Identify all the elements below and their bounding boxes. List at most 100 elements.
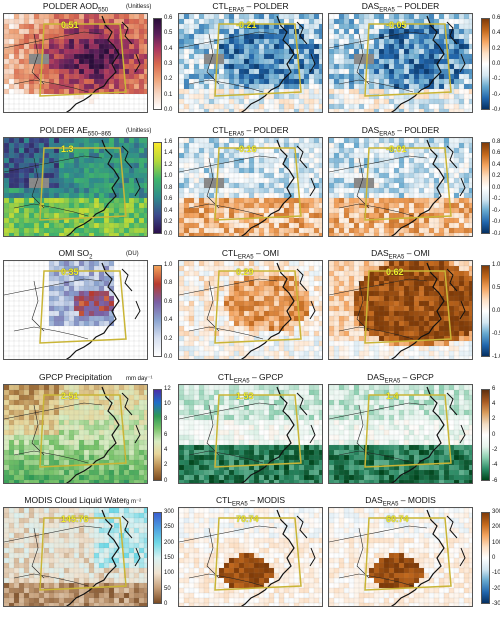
colorbar-abs-3 [153, 388, 162, 481]
colorbar-tick: -0.6 [492, 107, 500, 113]
colorbar-tick: 100 [164, 570, 175, 577]
map-panel-3-1: CTLERA5 – GPCP 1.53 [178, 371, 323, 485]
region-mean-value: -0.01 [386, 143, 407, 154]
colorbar-tick: 0.4 [492, 161, 500, 168]
colorbar-diff-2 [481, 265, 490, 357]
map-image [178, 13, 323, 113]
panel-title: DASERA5 – GPCP [367, 371, 434, 385]
region-mean-value: 70.74 [236, 514, 259, 524]
colorbar-tick: 6 [492, 385, 496, 392]
map-panel-3-0: GPCP Precipitation 2.51 [3, 371, 148, 485]
colorbar-abs-1 [153, 141, 162, 234]
colorbar-tick: 0.6 [492, 150, 500, 156]
colorbar-unit: mm day⁻¹ [126, 375, 153, 382]
region-mean-value: 1.4 [386, 390, 399, 401]
map-panel-3-2: DASERA5 – GPCP 1.4 [328, 371, 473, 485]
panel-title: CTLERA5 – OMI [221, 248, 280, 261]
colorbar-tick: -200 [492, 585, 500, 592]
panel-title: CTLERA5 – POLDER [212, 124, 289, 138]
map-panel-1-2: DASERA5 – POLDER -0.01 [328, 124, 473, 238]
colorbar-tick: 0.2 [492, 45, 500, 52]
colorbar-tick: 250 [164, 524, 175, 531]
colorbar-tick: 0 [164, 477, 168, 484]
region-mean-value: -0.21 [236, 20, 257, 30]
colorbar-diff-0 [481, 18, 490, 110]
colorbar-tick: -0.4 [492, 207, 500, 214]
colorbar-tick: 0 [492, 431, 496, 438]
region-mean-value: 0.62 [386, 267, 404, 277]
map-image [178, 136, 323, 237]
colorbar-tick: 0.0 [164, 107, 173, 113]
colorbar-tick: 0.2 [164, 219, 173, 225]
colorbar-tick: 0.4 [164, 317, 173, 324]
colorbar-abs-4 [153, 512, 162, 604]
region-mean-value: 1.3 [61, 143, 74, 154]
colorbar-tick: -100 [492, 570, 500, 577]
map-image [328, 136, 473, 237]
panel-title: GPCP Precipitation [38, 371, 113, 382]
colorbar-tick: 2 [164, 462, 168, 469]
colorbar-tick: 0.0 [164, 230, 173, 237]
map-image [178, 507, 323, 607]
map-panel-0-0: POLDER AOD550 0.51 [3, 0, 148, 114]
colorbar-tick: 200 [492, 524, 500, 531]
map-image [328, 383, 473, 484]
map-image [3, 260, 148, 360]
map-panel-4-1: CTLERA5 – MODIS 70.74 [178, 494, 323, 608]
panel-title: DASERA5 – OMI [371, 248, 430, 261]
colorbar-tick: -2 [492, 446, 498, 453]
colorbar-tick: 4 [492, 400, 496, 407]
colorbar-tick: 2 [492, 416, 496, 423]
colorbar-diff-4 [481, 512, 490, 604]
panel-title: DASERA5 – POLDER [361, 124, 440, 138]
colorbar-tick: -0.5 [492, 331, 500, 337]
colorbar-tick: -300 [492, 601, 500, 607]
colorbar-tick: 1.0 [492, 262, 500, 268]
colorbar-tick: 0.2 [164, 335, 173, 342]
colorbar-tick: 0.0 [492, 308, 500, 314]
colorbar-diff-3 [481, 388, 490, 481]
map-panel-1-1: CTLERA5 – POLDER -0.16 [178, 124, 323, 238]
panel-title: POLDER AOD550 [42, 1, 109, 14]
colorbar-tick: 0.8 [492, 138, 500, 145]
map-panel-0-1: CTLERA5 – POLDER -0.21 [178, 0, 323, 114]
panel-title: DASERA5 – MODIS [365, 495, 436, 508]
colorbar-tick: 0.0 [164, 354, 173, 360]
colorbar-tick: 0.6 [164, 15, 173, 21]
colorbar-tick: 0.2 [492, 173, 500, 179]
map-image [178, 383, 323, 484]
map-image [3, 136, 148, 237]
colorbar-tick: -1.0 [492, 354, 500, 360]
map-panel-4-2: DASERA5 – MODIS 60.74 [328, 494, 473, 608]
colorbar-tick: 100 [492, 539, 500, 546]
panel-title: DASERA5 – POLDER [361, 1, 440, 14]
colorbar-tick: 1.4 [164, 150, 173, 156]
colorbar-tick: -4 [492, 462, 498, 469]
colorbar-tick: 4 [164, 446, 168, 453]
colorbar-abs-2 [153, 265, 162, 357]
colorbar-unit: (DU) [126, 251, 139, 257]
colorbar-tick: 0.4 [164, 45, 173, 52]
colorbar-tick: 0 [164, 601, 168, 607]
colorbar-tick: 0.5 [164, 30, 173, 37]
colorbar-tick: 10 [164, 400, 171, 407]
colorbar-tick: 0.3 [164, 61, 173, 67]
colorbar-tick: 50 [164, 585, 171, 592]
panel-title: CTLERA5 – MODIS [215, 495, 286, 508]
colorbar-tick: 0.6 [164, 196, 173, 202]
map-panel-2-0: OMI SO2 0.35 [3, 247, 148, 361]
colorbar-tick: -0.2 [492, 76, 500, 83]
colorbar-tick: -6 [492, 477, 498, 484]
region-mean-value: -0.16 [236, 143, 257, 154]
region-mean-value: -0.05 [386, 20, 407, 30]
panel-title: MODIS Cloud Liquid Water [24, 495, 127, 505]
region-mean-value: 0.29 [236, 267, 254, 277]
colorbar-tick: 1.6 [164, 138, 173, 145]
colorbar-tick: 0.4 [492, 30, 500, 37]
colorbar-abs-0 [153, 18, 162, 110]
colorbar-tick: 0.0 [492, 61, 500, 67]
map-image [3, 13, 148, 113]
region-mean-value: 0.35 [61, 267, 79, 277]
colorbar-tick: -0.6 [492, 219, 500, 225]
region-mean-value: 2.51 [61, 390, 79, 401]
